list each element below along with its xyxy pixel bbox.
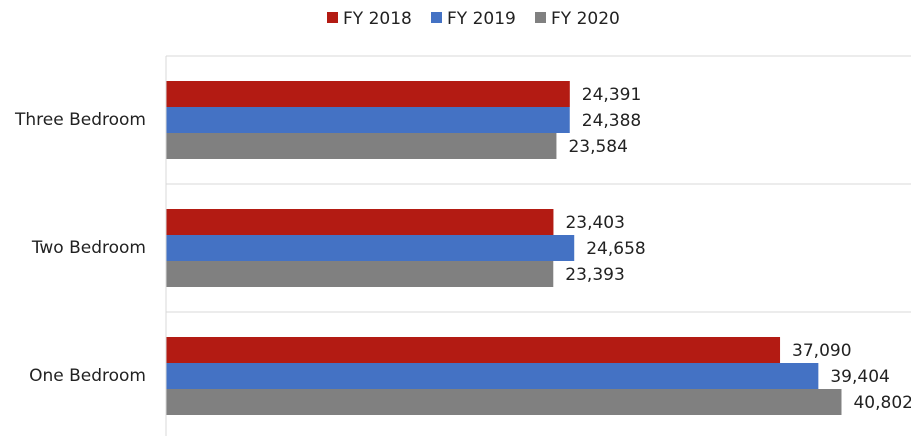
y-tick-label: One Bedroom bbox=[29, 366, 146, 386]
legend-swatch bbox=[327, 12, 338, 23]
legend-label: FY 2018 bbox=[343, 9, 412, 29]
bar bbox=[166, 81, 570, 107]
value-label: 23,393 bbox=[565, 265, 624, 285]
legend-swatch bbox=[535, 12, 546, 23]
value-label: 24,391 bbox=[582, 85, 641, 105]
bar bbox=[166, 209, 554, 235]
legend-label: FY 2019 bbox=[447, 9, 516, 29]
value-label: 24,388 bbox=[582, 111, 641, 131]
value-label: 23,403 bbox=[565, 213, 624, 233]
y-tick-label: Three Bedroom bbox=[14, 110, 146, 130]
bar bbox=[166, 235, 575, 261]
value-label: 37,090 bbox=[792, 341, 851, 361]
y-tick-label: Two Bedroom bbox=[31, 238, 146, 258]
bar bbox=[166, 133, 557, 159]
value-label: 24,658 bbox=[586, 239, 645, 259]
legend-label: FY 2020 bbox=[551, 9, 620, 29]
bar bbox=[166, 389, 842, 415]
bar bbox=[166, 337, 781, 363]
value-label: 39,404 bbox=[830, 367, 889, 387]
legend-swatch bbox=[431, 12, 442, 23]
value-label: 40,802 bbox=[853, 393, 911, 413]
bar bbox=[166, 107, 570, 133]
bar bbox=[166, 363, 819, 389]
bar bbox=[166, 261, 554, 287]
value-label: 23,584 bbox=[568, 137, 627, 157]
